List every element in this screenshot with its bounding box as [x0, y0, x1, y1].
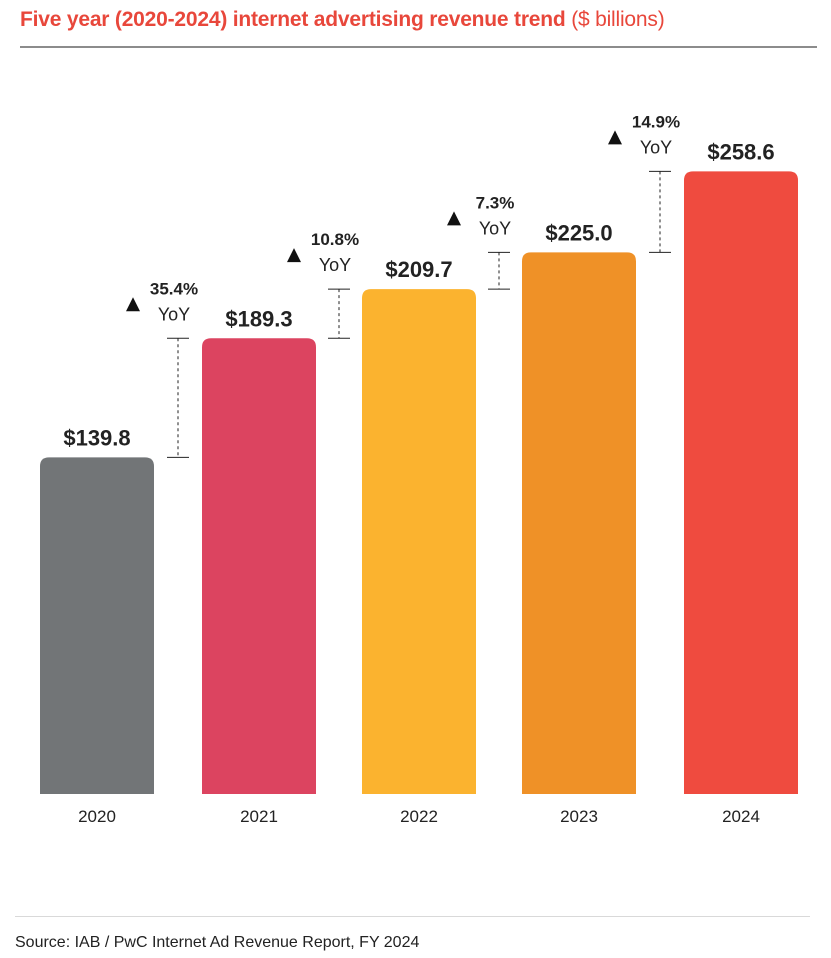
bar-2021 [202, 338, 316, 794]
value-label-2020: $139.8 [63, 425, 130, 450]
bar-2022 [362, 289, 476, 794]
title-divider [20, 46, 817, 48]
x-tick-label-2022: 2022 [400, 807, 438, 826]
yoy-percent-3: 7.3% [476, 193, 515, 212]
yoy-percent-2: 10.8% [311, 230, 359, 249]
yoy-up-triangle-icon-3 [447, 211, 461, 226]
x-tick-label-2021: 2021 [240, 807, 278, 826]
yoy-percent-4: 14.9% [632, 112, 680, 131]
value-label-2022: $209.7 [385, 257, 452, 282]
value-label-2023: $225.0 [545, 220, 612, 245]
bar-2020 [40, 457, 154, 794]
x-tick-label-2024: 2024 [722, 807, 760, 826]
chart-title-unit: ($ billions) [571, 8, 665, 31]
yoy-percent-1: 35.4% [150, 279, 198, 298]
footer-divider [15, 916, 810, 917]
yoy-label-2: YoY [319, 255, 351, 275]
x-tick-label-2020: 2020 [78, 807, 116, 826]
value-label-2024: $258.6 [707, 139, 774, 164]
chart-title: Five year (2020-2024) internet advertisi… [20, 6, 665, 34]
yoy-up-triangle-icon-4 [608, 130, 622, 145]
x-tick-label-2023: 2023 [560, 807, 598, 826]
source-note: Source: IAB / PwC Internet Ad Revenue Re… [15, 934, 420, 951]
bar-2024 [684, 171, 798, 794]
value-label-2021: $189.3 [225, 306, 292, 331]
yoy-label-1: YoY [158, 304, 190, 324]
yoy-up-triangle-icon-1 [126, 297, 140, 312]
yoy-up-triangle-icon-2 [287, 248, 301, 263]
chart-title-main: Five year (2020-2024) internet advertisi… [20, 8, 566, 31]
bar-2023 [522, 252, 636, 794]
yoy-label-3: YoY [479, 218, 511, 238]
bar-chart: $139.8 2020 $189.3 2021 $209.7 2022 $225.0 2023… [40, 112, 798, 826]
yoy-label-4: YoY [640, 137, 672, 157]
